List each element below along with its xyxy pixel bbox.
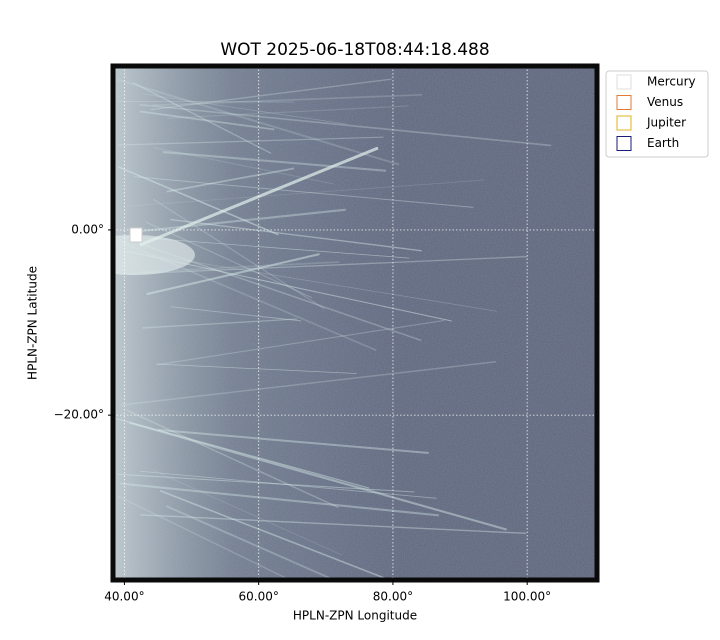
streak [162, 151, 387, 172]
image-frame [110, 63, 600, 583]
streak [120, 255, 527, 275]
streak [159, 490, 392, 580]
streak [150, 78, 392, 111]
streak [113, 235, 410, 259]
streak [142, 318, 298, 329]
streak [133, 176, 474, 208]
streak [139, 103, 552, 147]
streak [152, 94, 423, 107]
streak [166, 167, 295, 193]
legend-label: Jupiter [646, 116, 686, 130]
chart-title: WOT 2025-06-18T08:44:18.488 [220, 40, 489, 60]
legend-swatch [616, 136, 632, 151]
y-tick-label: −20.00° [54, 408, 104, 422]
streak [126, 409, 339, 509]
x-tick-label: 100.00° [503, 590, 551, 604]
streak [152, 469, 342, 556]
streak [170, 218, 422, 252]
streak [145, 221, 313, 299]
x-axis-label: HPLN-ZPN Longitude [293, 609, 417, 623]
streaks [113, 78, 552, 580]
streak [117, 495, 292, 580]
streak [117, 101, 294, 103]
streak [139, 261, 340, 273]
planet-marker [129, 227, 143, 243]
grid [113, 66, 597, 580]
legend-swatch [616, 74, 632, 90]
streak [117, 473, 415, 493]
streak [139, 110, 275, 131]
legend-swatch [616, 115, 632, 131]
x-tick-label: 80.00° [373, 590, 413, 604]
streak [120, 482, 439, 517]
streak [140, 470, 437, 499]
streak [146, 253, 320, 296]
legend-label: Mercury [647, 75, 696, 89]
legend-label: Venus [647, 95, 683, 109]
streak [118, 136, 384, 146]
streak [156, 363, 357, 374]
streak [140, 514, 527, 535]
bright-region [113, 235, 195, 275]
streak [157, 319, 445, 366]
x-tick-label: 40.00° [104, 590, 144, 604]
streak [142, 93, 347, 125]
streak [166, 105, 409, 119]
streak [115, 238, 377, 351]
streak [120, 361, 497, 406]
streak [132, 82, 272, 154]
legend-swatch [616, 95, 632, 110]
streak [139, 242, 422, 342]
streak [125, 250, 452, 322]
streak [170, 306, 302, 322]
legend-label: Earth [647, 136, 679, 150]
streak [149, 254, 497, 312]
x-tick-label: 60.00° [238, 590, 278, 604]
image-haze [113, 66, 597, 580]
legend: Mercury Venus Jupiter Earth [605, 70, 709, 158]
streak [128, 421, 508, 531]
image [113, 66, 597, 580]
legend-box [605, 70, 709, 158]
y-axis-label: HPLN-ZPN Latitude [26, 266, 40, 380]
streak [126, 179, 485, 207]
streak [129, 208, 346, 234]
streak [117, 166, 279, 236]
streak [157, 428, 429, 454]
streak [165, 505, 337, 580]
y-tick-label: 0.00° [71, 222, 104, 236]
streak [113, 417, 370, 489]
streak [152, 198, 325, 310]
